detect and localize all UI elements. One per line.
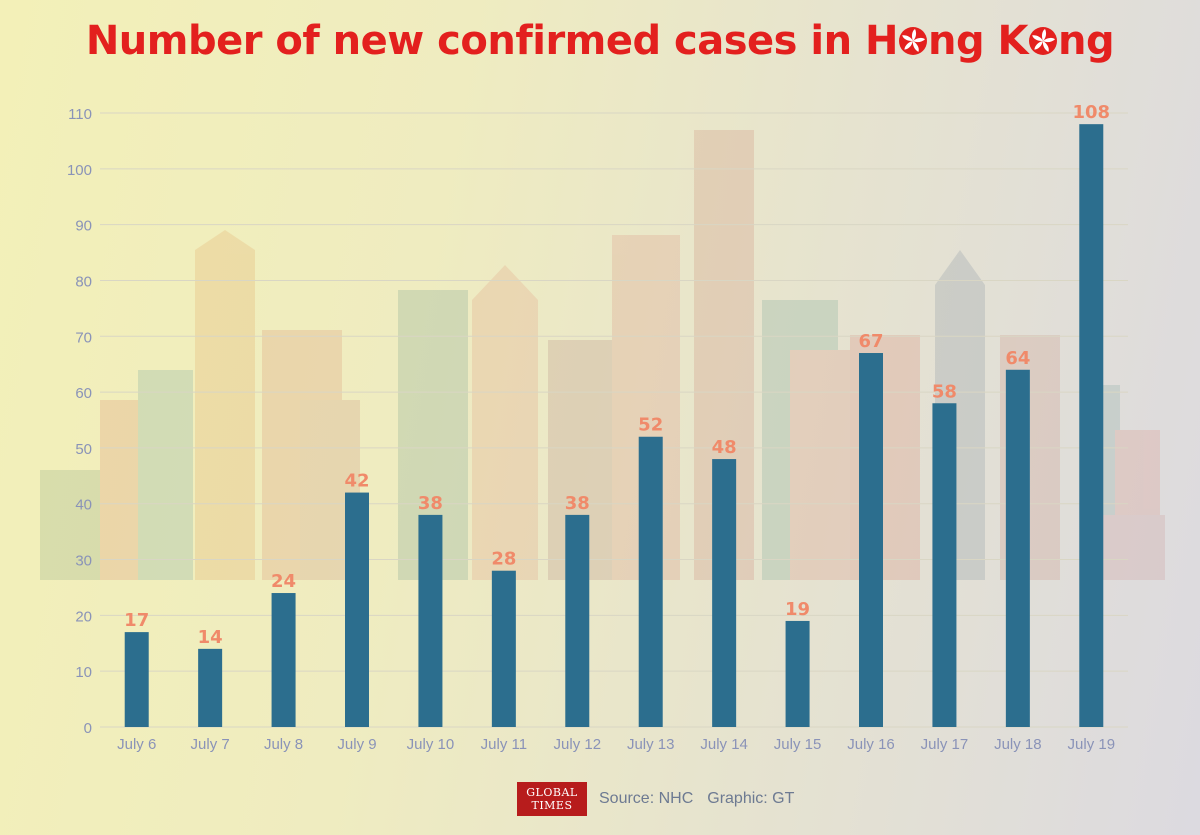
graphic-credit: Graphic: GT	[707, 790, 795, 807]
x-tick-label: July 18	[994, 736, 1042, 753]
chart-title: Number of new confirmed cases in H ng K ng	[0, 18, 1200, 64]
x-tick-label: July 10	[407, 736, 455, 753]
y-tick-label: 50	[75, 441, 92, 458]
data-label: 67	[858, 331, 883, 352]
y-tick-label: 20	[75, 608, 92, 625]
x-tick-label: July 11	[481, 736, 527, 753]
bars	[124, 124, 1104, 727]
bar	[712, 459, 737, 727]
data-label: 42	[344, 471, 369, 492]
credits: Source: NHC Graphic: GT	[599, 790, 808, 808]
gridlines	[100, 112, 1128, 728]
title-part-2: ng K	[928, 18, 1029, 64]
x-tick-label: July 14	[700, 736, 748, 753]
data-label: 24	[271, 571, 296, 592]
data-label: 38	[418, 493, 443, 514]
title-part-1: Number of new confirmed cases in H	[85, 18, 899, 64]
x-tick-label: July 17	[921, 736, 969, 753]
bauhinia-icon	[1029, 27, 1058, 55]
bar	[785, 620, 810, 727]
x-tick-label: July 7	[191, 736, 230, 753]
bar	[124, 632, 149, 727]
data-label: 108	[1072, 102, 1110, 123]
y-tick-label: 100	[67, 162, 92, 179]
data-label: 64	[1005, 348, 1030, 369]
y-tick-label: 0	[84, 720, 92, 737]
y-tick-label: 30	[75, 553, 92, 570]
y-tick-label: 60	[75, 385, 92, 402]
bar	[198, 648, 223, 727]
data-label: 14	[198, 627, 223, 648]
bar	[418, 514, 443, 727]
x-tick-label: July 13	[627, 736, 675, 753]
data-labels: 17 14 24 42 38 28 38 52 48 19 67 58 64 108	[124, 102, 1110, 648]
y-tick-label: 80	[75, 273, 92, 290]
data-label: 48	[712, 437, 737, 458]
bar	[1079, 124, 1104, 727]
x-tick-label: July 12	[554, 736, 602, 753]
bar	[565, 514, 590, 727]
x-tick-label: July 15	[774, 736, 822, 753]
x-tick-label: July 9	[337, 736, 376, 753]
data-label: 19	[785, 599, 810, 620]
y-tick-label: 110	[68, 106, 92, 123]
x-tick-label: July 6	[117, 736, 156, 753]
data-label: 58	[932, 381, 957, 402]
bauhinia-icon	[899, 27, 928, 55]
data-label: 17	[124, 610, 149, 631]
x-tick-label: July 8	[264, 736, 303, 753]
bar	[638, 436, 663, 727]
skyline-background	[40, 130, 1165, 580]
x-tick-label: July 16	[847, 736, 895, 753]
y-tick-label: 90	[75, 218, 92, 235]
y-tick-label: 40	[75, 497, 92, 514]
bar	[345, 492, 369, 727]
logo-line-2: TIMES	[531, 799, 573, 812]
bar	[1005, 369, 1030, 727]
source-credit: Source: NHC	[599, 790, 694, 807]
y-axis: 0 10 20 30 40 50 60 70 80 90 100 110	[67, 106, 92, 737]
x-axis: July 6 July 7 July 8 July 9 July 10 July 11 Ju…	[117, 736, 1115, 753]
bar	[491, 570, 516, 727]
global-times-logo: GLOBAL TIMES	[517, 782, 587, 816]
bar	[932, 403, 957, 727]
data-label: 38	[565, 493, 590, 514]
logo-line-1: GLOBAL	[526, 786, 578, 799]
footer: GLOBAL TIMES Source: NHC Graphic: GT	[517, 782, 808, 816]
y-tick-label: 70	[75, 329, 92, 346]
x-tick-label: July 19	[1068, 736, 1116, 753]
y-tick-label: 10	[75, 664, 92, 681]
data-label: 28	[491, 549, 516, 570]
title-part-3: ng	[1058, 18, 1115, 64]
data-label: 52	[638, 415, 663, 436]
bar	[859, 353, 883, 727]
bar	[271, 593, 296, 727]
